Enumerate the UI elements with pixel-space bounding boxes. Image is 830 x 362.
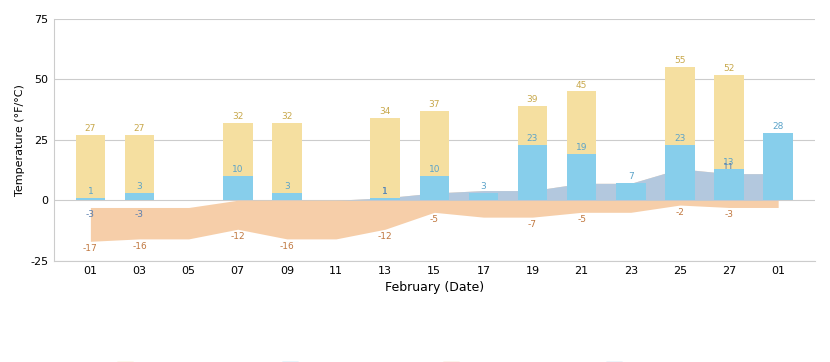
Text: 23: 23 <box>527 134 538 143</box>
Text: -3: -3 <box>85 210 95 219</box>
Text: 37: 37 <box>428 100 440 109</box>
Text: 4: 4 <box>530 180 535 189</box>
Text: 10: 10 <box>232 165 243 174</box>
Text: 3: 3 <box>481 182 486 191</box>
Bar <box>518 145 547 200</box>
Text: -2: -2 <box>676 208 685 217</box>
Text: 11: 11 <box>723 163 735 172</box>
Text: -12: -12 <box>378 232 393 241</box>
Text: 3: 3 <box>284 182 290 191</box>
Bar <box>567 154 597 200</box>
Text: 27: 27 <box>134 124 145 133</box>
Bar <box>469 193 498 200</box>
Bar <box>665 67 695 200</box>
Bar <box>715 169 744 200</box>
Text: 34: 34 <box>379 107 391 116</box>
Text: 19: 19 <box>576 143 588 152</box>
Text: 23: 23 <box>674 134 686 143</box>
Text: -3: -3 <box>135 210 144 219</box>
Legend: Average High Temp(°F), Average Low Temp(°F), Average Low Temp(°C), Average High : Average High Temp(°F), Average Low Temp(… <box>113 358 755 362</box>
Text: -16: -16 <box>280 242 295 251</box>
Text: 32: 32 <box>232 112 243 121</box>
Text: -7: -7 <box>528 220 537 229</box>
Text: 7: 7 <box>628 172 633 181</box>
Text: -5: -5 <box>577 215 586 224</box>
Text: 3: 3 <box>137 182 143 191</box>
Text: -5: -5 <box>430 215 439 224</box>
Bar <box>124 193 154 200</box>
X-axis label: February (Date): February (Date) <box>385 281 484 294</box>
Text: 13: 13 <box>723 158 735 167</box>
Bar <box>665 145 695 200</box>
Bar <box>715 75 744 200</box>
Bar <box>419 111 449 200</box>
Text: 13: 13 <box>674 158 686 167</box>
Bar <box>567 92 597 200</box>
Bar <box>370 118 400 200</box>
Bar <box>272 193 301 200</box>
Text: 39: 39 <box>527 95 539 104</box>
Text: -12: -12 <box>231 232 245 241</box>
Text: 28: 28 <box>773 122 784 131</box>
Text: 55: 55 <box>674 56 686 66</box>
Bar <box>124 135 154 200</box>
Text: 10: 10 <box>428 165 440 174</box>
Y-axis label: Temperature (°F/°C): Temperature (°F/°C) <box>15 84 25 196</box>
Text: 7: 7 <box>579 172 584 181</box>
Text: 32: 32 <box>281 112 293 121</box>
Bar <box>272 123 301 200</box>
Bar <box>419 176 449 200</box>
Bar <box>223 176 252 200</box>
Text: 3: 3 <box>432 182 437 191</box>
Text: -3: -3 <box>725 210 734 219</box>
Bar <box>616 183 646 200</box>
Bar <box>370 198 400 200</box>
Text: -16: -16 <box>132 242 147 251</box>
Text: 1: 1 <box>383 187 388 196</box>
Bar <box>76 135 105 200</box>
Bar <box>518 106 547 200</box>
Bar <box>76 198 105 200</box>
Text: 52: 52 <box>723 64 735 73</box>
Bar <box>764 132 793 200</box>
Text: 1: 1 <box>383 187 388 196</box>
Bar <box>223 123 252 200</box>
Text: 1: 1 <box>87 187 93 196</box>
Text: 45: 45 <box>576 81 588 89</box>
Text: -17: -17 <box>83 244 98 253</box>
Text: 27: 27 <box>85 124 96 133</box>
